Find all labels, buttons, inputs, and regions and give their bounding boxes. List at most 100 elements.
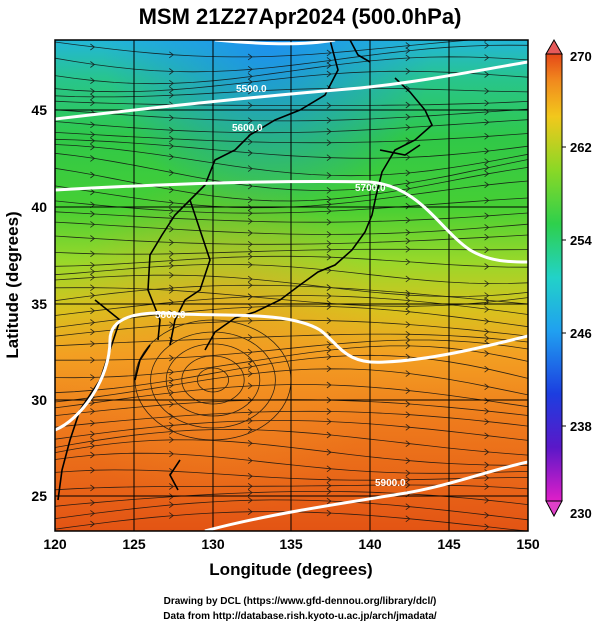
streamline-arrow: [247, 317, 253, 325]
streamline-arrow: [326, 172, 332, 179]
credit-data-source: Data from http://database.rish.kyoto-u.a…: [163, 611, 437, 622]
streamline-arrow: [405, 308, 411, 316]
streamline-arrow: [484, 334, 490, 342]
streamline-arrow: [405, 237, 411, 245]
streamline-arrow: [484, 474, 490, 482]
streamline-arrow: [405, 101, 411, 109]
streamline-arrow: [326, 195, 332, 203]
streamline-arrow: [326, 418, 332, 425]
streamline-arrow: [169, 389, 174, 396]
map-gridlines: [55, 40, 528, 531]
x-tick-label: 125: [122, 536, 146, 552]
contour-5500: [214, 40, 336, 46]
streamline-arrow: [326, 497, 332, 505]
x-tick-label: 135: [279, 536, 303, 552]
streamline-arrow: [484, 461, 490, 469]
contour-5700: [55, 179, 528, 264]
map-plot-area: 5500.0 5600.0 5700.0 5800.0 5900.0: [55, 40, 528, 531]
streamline-arrow: [326, 218, 332, 226]
streamline-arrow: [247, 53, 253, 61]
credit-drawing: Drawing by DCL (https://www.gfd-dennou.o…: [164, 596, 437, 607]
streamline-arrow: [169, 257, 174, 264]
streamline-arrow: [90, 430, 96, 438]
streamline-arrow: [326, 488, 332, 495]
streamline-arrow: [405, 85, 411, 93]
streamline-arrow: [326, 346, 332, 354]
streamline-arrow: [484, 432, 490, 440]
colorbar-tick-label: 254: [570, 233, 592, 248]
streamline-arrow: [484, 523, 490, 531]
streamline-arrow: [90, 328, 96, 336]
streamline-arrow: [169, 207, 174, 215]
streamline-arrow: [326, 102, 332, 109]
streamline-arrow: [90, 274, 96, 281]
streamline-arrow: [405, 330, 411, 338]
streamline-arrow: [484, 483, 490, 490]
streamline-arrow: [169, 493, 174, 500]
streamline-arrow: [169, 68, 174, 75]
streamline-arrow: [326, 365, 332, 373]
colorbar: 270 262 254 246 238 230: [545, 38, 592, 521]
streamline-arrow: [326, 408, 332, 415]
streamline-arrow: [169, 126, 174, 134]
streamline-arrow: [405, 387, 411, 395]
streamline-arrow: [169, 284, 174, 292]
contour-label-5700: 5700.0: [355, 183, 386, 194]
streamline-arrow: [90, 143, 96, 151]
streamline-arrow: [169, 169, 174, 177]
streamline-arrow: [247, 204, 253, 212]
streamline-arrow: [247, 78, 253, 86]
streamline-arrow: [169, 413, 174, 420]
colorbar-tick-label: 246: [570, 326, 592, 341]
streamline-arrow: [169, 79, 174, 87]
streamline-arrow: [326, 62, 332, 69]
streamline-arrow: [169, 239, 174, 246]
contour-label-5900: 5900.0: [375, 478, 406, 489]
streamline-arrow: [326, 70, 332, 78]
streamline-arrow: [484, 246, 490, 254]
streamline-arrow: [90, 451, 96, 459]
streamline-arrow: [326, 341, 332, 348]
y-axis: 25 30 35 40 45 Latitude (degrees): [3, 102, 47, 504]
streamline-arrow: [484, 71, 490, 78]
streamline-arrow: [405, 229, 411, 236]
streamline-arrow: [247, 439, 253, 447]
streamline-arrow: [247, 217, 253, 225]
height-contours: [55, 40, 528, 531]
streamline-arrow: [90, 221, 96, 228]
x-tick-label: 145: [437, 536, 461, 552]
streamline-arrow: [247, 408, 253, 416]
streamline-arrow: [169, 483, 174, 490]
streamline-arrow: [405, 67, 411, 75]
streamline-arrow: [326, 284, 332, 291]
streamline-arrow: [405, 275, 411, 283]
streamline-arrow: [484, 42, 490, 49]
streamline-arrow: [247, 149, 253, 157]
colorbar-tick-label: 230: [570, 506, 592, 521]
streamline-arrow: [405, 137, 411, 145]
streamline-arrow: [169, 114, 174, 122]
streamline-arrow: [484, 99, 490, 107]
streamline-arrow: [326, 49, 332, 57]
streamline-arrow: [405, 179, 411, 187]
streamline-arrow: [484, 383, 490, 391]
x-tick-label: 120: [43, 536, 67, 552]
streamline-arrow: [247, 281, 253, 289]
streamline-arrow: [247, 87, 253, 95]
streamline-arrow: [247, 229, 253, 237]
streamline-arrow: [405, 113, 411, 121]
streamline-arrow: [405, 423, 411, 431]
streamline-arrow: [169, 421, 174, 429]
colorbar-upper-arrow: [545, 38, 563, 55]
y-tick-label: 30: [31, 392, 47, 408]
map-title: MSM 21Z27Apr2024 (500.0hPa): [139, 4, 462, 29]
streamline-arrow: [247, 508, 253, 516]
streamline-arrow: [90, 292, 96, 299]
streamline-arrow: [169, 400, 174, 408]
streamline-arrow: [247, 275, 253, 283]
streamline-arrow: [484, 297, 490, 304]
x-tick-label: 140: [358, 536, 382, 552]
streamline-arrow: [405, 476, 411, 484]
streamline-arrow: [90, 210, 96, 218]
streamline-arrow: [326, 476, 332, 484]
